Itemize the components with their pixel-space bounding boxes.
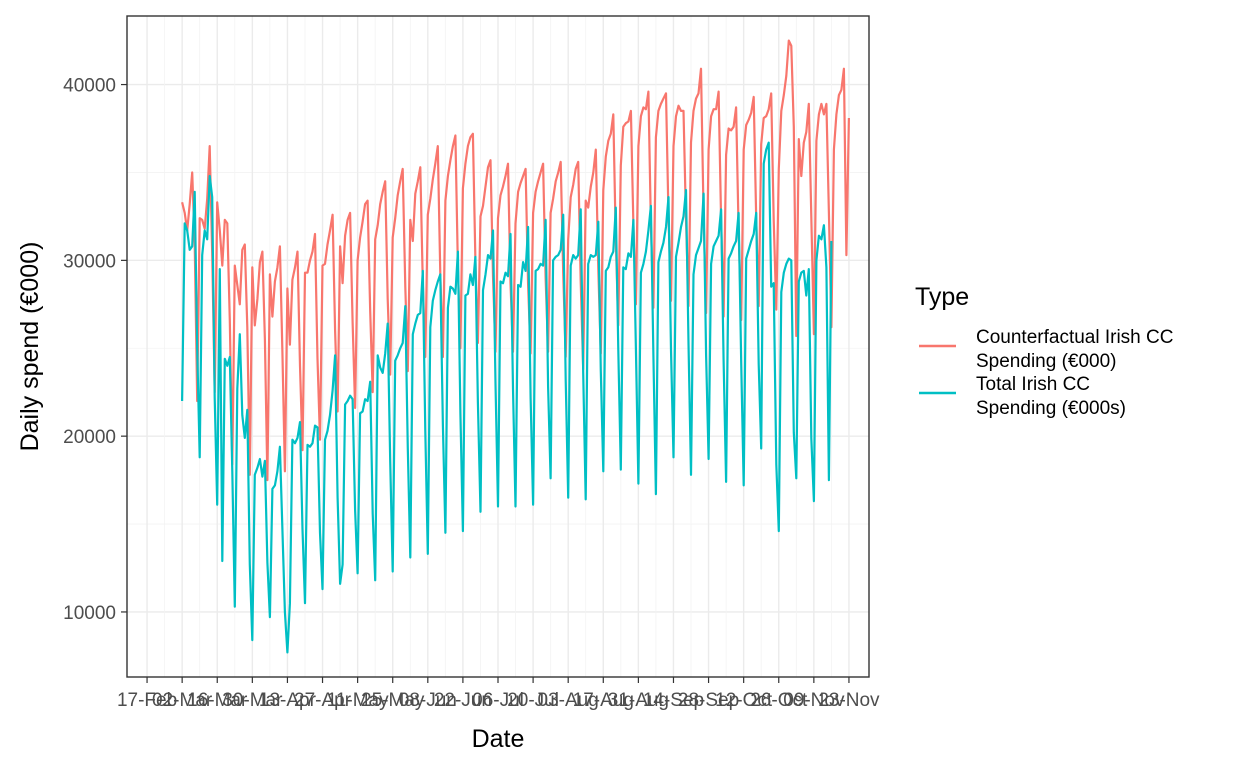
x-tick-label: 22-Jun <box>434 690 492 711</box>
x-tick-label: 09-Nov <box>783 690 845 711</box>
series-line-1 <box>181 39 850 482</box>
x-tick-label: 27-Apr <box>294 690 352 711</box>
series-line-2 <box>181 141 833 654</box>
legend-label-2: Total Irish CC <box>976 374 1090 395</box>
legend-label-1: Spending (€000) <box>976 351 1117 372</box>
legend-label-2: Spending (€000s) <box>976 398 1126 419</box>
x-tick-label: 26-Oct <box>750 690 808 711</box>
x-tick-label: 08-Jun <box>399 690 457 711</box>
legend-items: Counterfactual Irish CC Spending (€000)To… <box>919 327 1173 419</box>
x-tick-label: 02-Mar <box>152 690 213 711</box>
x-tick-label: 12-Oct <box>715 690 773 711</box>
y-tick-label: 30000 <box>63 251 116 272</box>
y-tick-label: 10000 <box>63 603 116 624</box>
x-tick-label: 17-Feb <box>117 690 177 711</box>
x-axis: 17-Feb02-Mar16-Mar30-Mar13-Apr27-Apr11-M… <box>117 677 880 711</box>
x-tick-label: 20-Jul <box>507 690 559 711</box>
y-axis: 10000 20000 30000 40000 <box>63 76 127 624</box>
x-tick-label: 06-Jul <box>472 690 524 711</box>
x-tick-label: 16-Mar <box>187 690 248 711</box>
x-tick-label: 25-May <box>361 690 425 711</box>
y-tick-label: 20000 <box>63 427 116 448</box>
y-tick-label: 40000 <box>63 76 116 97</box>
x-tick-label: 03-Aug <box>538 690 599 711</box>
legend: Type Counterfactual Irish CC Spending (€0… <box>915 283 1173 419</box>
legend-label-1: Counterfactual Irish CC <box>976 327 1173 348</box>
x-axis-title: Date <box>472 725 525 753</box>
x-tick-label: 28-Sep <box>678 690 739 711</box>
x-tick-label: 11-May <box>327 690 389 711</box>
x-tick-label: 23-Nov <box>818 690 880 711</box>
x-tick-label: 14-Sep <box>643 690 704 711</box>
series-lines <box>181 39 850 654</box>
y-axis-title: Daily spend (€000) <box>16 242 44 452</box>
x-tick-label: 13-Apr <box>259 690 317 711</box>
legend-title: Type <box>915 283 969 311</box>
x-tick-label: 30-Mar <box>222 690 283 711</box>
x-tick-label: 17-Aug <box>573 690 634 711</box>
x-tick-label: 31-Aug <box>608 690 669 711</box>
